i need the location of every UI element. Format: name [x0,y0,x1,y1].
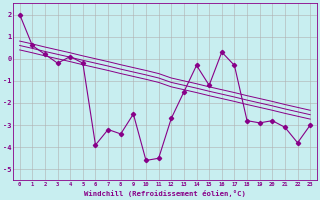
X-axis label: Windchill (Refroidissement éolien,°C): Windchill (Refroidissement éolien,°C) [84,190,246,197]
